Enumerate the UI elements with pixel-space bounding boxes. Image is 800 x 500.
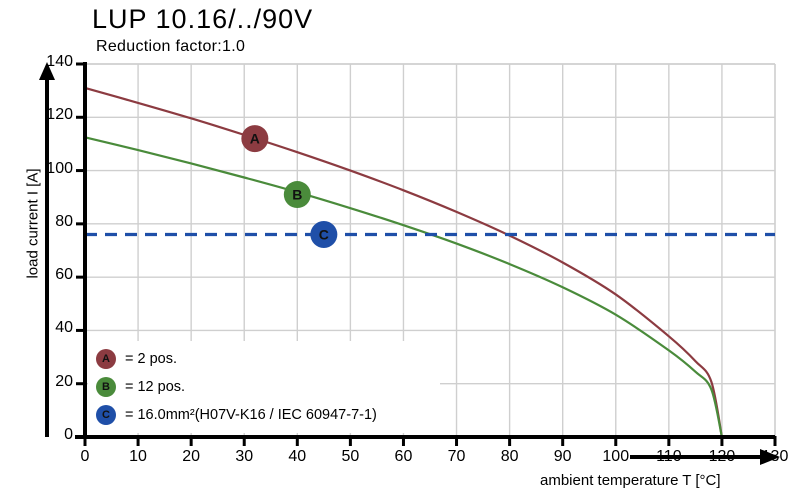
legend-badge-a: A [96, 349, 116, 369]
x-tick-label: 40 [288, 448, 307, 465]
page-subtitle: Reduction factor:1.0 [96, 38, 246, 55]
x-axis-label: ambient temperature T [°C] [540, 472, 721, 489]
chart-legend: A = 2 pos. B = 12 pos. C = 16.0mm²(H07V-… [88, 341, 440, 433]
legend-label-c: = 16.0mm²(H07V-K16 / IEC 60947-7-1) [125, 407, 377, 423]
x-tick-label: 60 [394, 448, 413, 465]
marker-circle-b [283, 181, 311, 209]
y-tick-label: 40 [55, 319, 73, 337]
y-tick-label: 140 [46, 53, 73, 70]
marker-label-a: A [250, 131, 260, 147]
page-title: LUP 10.16/../90V [92, 4, 314, 34]
x-tick-label: 20 [182, 448, 201, 465]
y-tick-label: 0 [64, 426, 73, 443]
x-tick-label: 70 [447, 448, 466, 465]
legend-item-b: B = 12 pos. [96, 374, 185, 400]
legend-badge-c: C [96, 405, 116, 425]
y-tick-label: 120 [46, 106, 73, 124]
series-line-b [83, 136, 724, 439]
x-tick-label: 130 [761, 448, 789, 465]
x-tick-label: 0 [80, 448, 90, 465]
x-axis-arrow [630, 449, 780, 465]
x-tick-label: 50 [341, 448, 360, 465]
x-tick-label: 110 [656, 448, 682, 465]
legend-label-b: = 12 pos. [125, 379, 186, 395]
x-tick-label: 100 [602, 448, 630, 465]
x-tick-label: 120 [708, 448, 736, 465]
x-tick-label: 90 [553, 448, 572, 465]
y-tick-label: 100 [46, 159, 73, 177]
legend-label-a: = 2 pos. [125, 351, 177, 367]
marker-circle-c [310, 221, 338, 249]
y-tick-label: 20 [55, 372, 73, 390]
x-tick-label: 30 [235, 448, 254, 465]
legend-item-a: A = 2 pos. [96, 346, 177, 372]
x-tick-label: 10 [129, 448, 147, 465]
x-tick-label: 80 [500, 448, 519, 465]
y-axis-arrow [39, 62, 55, 437]
chart-marker-a: A [241, 125, 269, 153]
legend-item-c: C = 16.0mm²(H07V-K16 / IEC 60947-7-1) [96, 402, 377, 428]
marker-label-c: C [319, 227, 329, 243]
legend-badge-b: B [96, 377, 116, 397]
y-tick-label: 80 [55, 212, 73, 230]
chart-marker-c: C [310, 221, 338, 249]
chart-marker-b: B [283, 181, 311, 209]
marker-label-b: B [292, 187, 302, 203]
y-tick-label: 60 [55, 266, 73, 284]
series-line-a [83, 86, 724, 439]
marker-circle-a [241, 125, 269, 153]
